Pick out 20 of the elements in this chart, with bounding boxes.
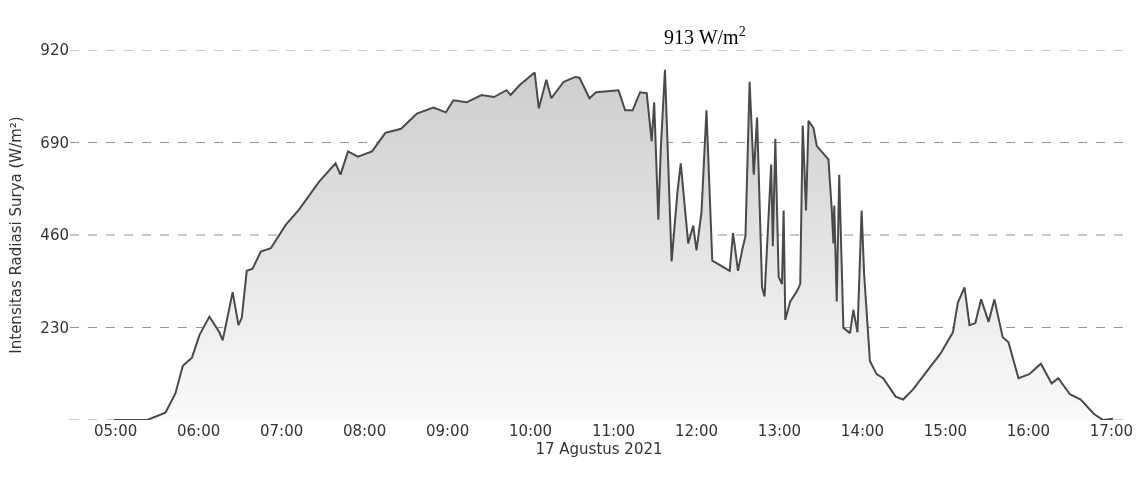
x-tick-label: 11:00: [591, 422, 636, 440]
x-tick-label: 13:00: [757, 422, 802, 440]
x-axis-title: 17 Agustus 2021: [535, 440, 663, 458]
y-tick-label: 460: [40, 226, 69, 245]
y-tick-label: 230: [40, 318, 69, 337]
x-tick-label: 16:00: [1006, 422, 1051, 440]
x-tick-label: 05:00: [94, 422, 138, 440]
x-tick-label: 10:00: [508, 422, 553, 440]
x-tick-label: 08:00: [342, 422, 387, 440]
x-tick-label: 17:00: [1089, 422, 1134, 440]
x-tick-label: 09:00: [425, 422, 470, 440]
x-tick-label: 12:00: [674, 422, 719, 440]
x-tick-label: 07:00: [259, 422, 304, 440]
x-tick-label: 15:00: [923, 422, 968, 440]
y-tick-label: 690: [40, 133, 69, 152]
x-tick-label: 06:00: [177, 422, 221, 440]
y-tick-label: 920: [40, 41, 69, 60]
x-tick-label: 14:00: [840, 422, 885, 440]
y-axis-title: Intensitas Radiasi Surya (W/m²): [6, 116, 25, 354]
text: 913 W/m$^{2}$: [664, 24, 746, 49]
